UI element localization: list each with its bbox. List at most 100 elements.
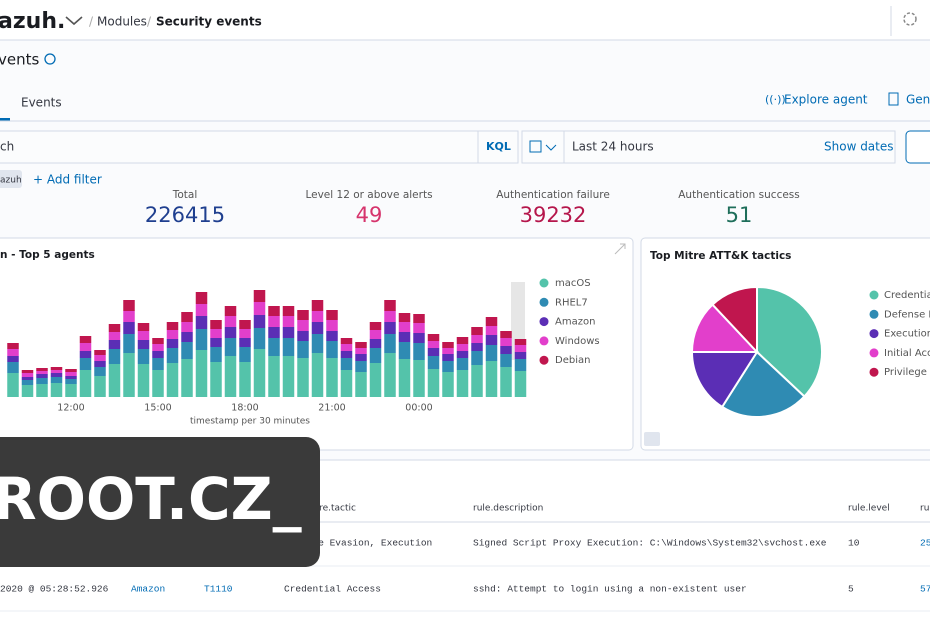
info-icon[interactable] — [44, 53, 56, 65]
search-text: ch — [0, 140, 14, 154]
bar-segment — [282, 316, 295, 327]
legend-label[interactable]: Amazon — [555, 317, 595, 328]
table-cell[interactable]: Amazon — [131, 584, 165, 595]
icon: ((·)) — [765, 93, 786, 106]
column-header[interactable]: rule.description — [473, 504, 543, 514]
table-cell: 2020 @ 05:28:52.926 — [0, 584, 109, 595]
bar-segment — [195, 292, 208, 304]
tab[interactable]: Events — [21, 96, 62, 110]
bar-segment — [210, 320, 222, 329]
bar-segment — [471, 343, 483, 351]
bar-segment — [195, 316, 208, 329]
bar-segment — [152, 338, 164, 344]
bar-segment — [108, 324, 121, 332]
stat-label: Total — [172, 189, 198, 201]
bar-segment — [21, 373, 34, 377]
bar-segment — [94, 376, 106, 397]
pie-slice — [756, 285, 823, 398]
bar-segment — [427, 341, 440, 348]
stat-label: Level 12 or above alerts — [305, 189, 432, 201]
stat-label: Authentication failure — [496, 189, 610, 201]
breadcrumb[interactable]: Modules — [97, 15, 147, 29]
column-header[interactable]: ru — [920, 504, 929, 514]
legend-label[interactable]: macOS — [555, 278, 591, 289]
bar-segment — [384, 322, 396, 334]
bar-segment — [311, 334, 324, 353]
chart-title: n - Top 5 agents — [0, 249, 95, 261]
bar-segment — [485, 326, 498, 335]
table-cell[interactable]: 25 — [920, 538, 930, 549]
action-link[interactable]: Gene — [906, 93, 930, 107]
bar-segment — [427, 334, 440, 341]
date-picker[interactable] — [521, 130, 896, 164]
chevron[interactable] — [65, 16, 83, 26]
bar-segment — [282, 306, 295, 316]
bar-segment — [369, 322, 382, 330]
filter-pill[interactable] — [0, 170, 22, 188]
bar-segment — [514, 359, 527, 371]
bar-segment — [326, 331, 338, 341]
bar-segment — [137, 349, 150, 364]
bar-segment — [50, 373, 63, 377]
show-dates[interactable]: Show dates — [824, 140, 894, 154]
bar-segment — [500, 338, 512, 346]
bar-segment — [340, 351, 353, 358]
query-language[interactable]: KQL — [486, 140, 511, 153]
legend-label[interactable]: Defense E — [884, 309, 930, 320]
table-cell[interactable]: T1110 — [204, 584, 233, 595]
column-header[interactable]: rule.level — [848, 504, 890, 514]
bar-segment — [137, 364, 150, 397]
bar-segment — [65, 369, 77, 372]
bar-segment — [21, 385, 34, 397]
search-input[interactable] — [0, 130, 519, 164]
bar-segment — [442, 348, 454, 354]
bar-segment — [239, 362, 251, 397]
legend-toggle[interactable] — [644, 432, 660, 446]
bar-segment — [340, 338, 353, 344]
bar-segment — [485, 361, 498, 397]
separator: / — [89, 15, 94, 29]
bar-segment — [427, 369, 440, 397]
bar-segment — [268, 356, 280, 397]
legend-label[interactable]: Privilege E — [884, 367, 930, 378]
bar-segment — [398, 322, 411, 332]
action-link[interactable]: Explore agent — [784, 93, 868, 107]
bar-segment — [152, 370, 164, 397]
bar-segment — [456, 358, 469, 370]
bar-segment — [413, 333, 425, 343]
chart-title: Top Mitre ATT&K tactics — [650, 250, 791, 262]
bar-segment — [50, 367, 63, 370]
legend-label[interactable]: Windows — [555, 336, 600, 347]
stat-value: 39232 — [520, 203, 587, 227]
bar-segment — [355, 372, 367, 397]
bar-segment — [413, 360, 425, 397]
page-title: vents — [0, 51, 39, 69]
legend-label[interactable]: Debian — [555, 355, 590, 366]
bar-segment — [7, 373, 19, 397]
bar-segment — [224, 316, 237, 327]
table-cell: Signed Script Proxy Execution: C:\Window… — [473, 538, 827, 549]
bar-segment — [123, 300, 135, 311]
bar-segment — [123, 353, 135, 397]
legend-label[interactable]: Execution — [884, 329, 930, 340]
bar-segment — [65, 376, 77, 379]
add-filter[interactable]: + Add filter — [33, 173, 102, 187]
spinner-icon[interactable] — [903, 12, 917, 26]
axis-title: timestamp per 30 minutes — [190, 417, 310, 427]
legend-label[interactable]: Credential — [884, 290, 930, 301]
bar-segment — [94, 355, 106, 361]
legend-label[interactable]: RHEL7 — [555, 297, 588, 308]
bar-segment — [181, 312, 193, 322]
expand-icon[interactable] — [614, 243, 626, 255]
bar-segment — [239, 338, 251, 347]
bar-segment — [152, 344, 164, 351]
table-cell[interactable]: 57 — [920, 584, 930, 595]
logo[interactable]: azuh. — [0, 9, 65, 34]
column-header[interactable]: rule.mitre.tactic — [284, 504, 356, 514]
table-cell: Credential Access — [284, 584, 381, 595]
bar-segment — [239, 347, 251, 362]
stat-value: 49 — [356, 203, 383, 227]
bar-segment — [79, 358, 92, 370]
refresh-button[interactable] — [905, 130, 930, 164]
legend-label[interactable]: Initial Acce — [884, 348, 930, 359]
